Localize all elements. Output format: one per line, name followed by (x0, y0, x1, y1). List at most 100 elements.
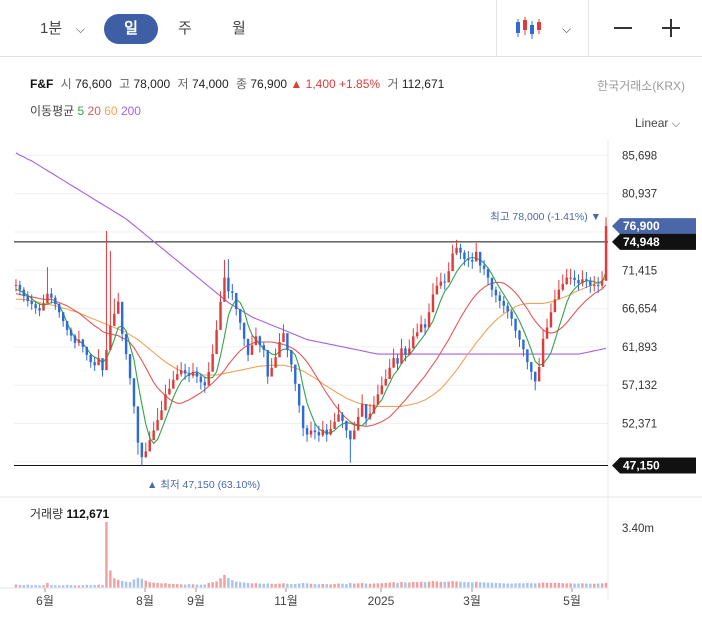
volume-bar (282, 583, 285, 588)
volume-bar (219, 578, 222, 588)
volume-bar (81, 585, 85, 588)
volume-bar (518, 583, 521, 588)
candle-body (526, 349, 529, 363)
candle-body (478, 251, 482, 266)
candle-body (262, 345, 266, 351)
open-value: 76,600 (75, 77, 112, 91)
y-tick-label: 61,893 (622, 342, 657, 354)
candle-body (290, 350, 293, 365)
candle-body (569, 277, 572, 279)
candle-body (471, 259, 474, 262)
volume-bar (593, 583, 596, 588)
scale-mode-selector[interactable]: Linear ⌵ (635, 116, 680, 131)
candle-body (514, 318, 517, 331)
ma60-line (16, 277, 607, 407)
reference-price-tag: 74,948 (623, 235, 660, 249)
candle-body (117, 301, 120, 314)
candle-body (408, 348, 411, 355)
candle-body (392, 358, 395, 368)
chart-type-chevron-icon[interactable]: ⌵ (562, 22, 572, 36)
open-label: 시 (60, 77, 72, 91)
candle-body (136, 406, 140, 443)
candlestick-type-icon[interactable] (514, 16, 542, 40)
volume-bar (384, 582, 387, 588)
volume-bar (313, 584, 317, 588)
y-tick-label: 52,371 (622, 419, 657, 431)
candle-body (211, 354, 214, 372)
volume-bar (113, 578, 116, 588)
zoom-out-button[interactable] (614, 27, 632, 29)
candle-body (325, 429, 328, 435)
candle-body (537, 366, 541, 382)
zoom-in-icon[interactable] (670, 19, 672, 37)
candle-body (482, 265, 486, 269)
candle-body (423, 324, 427, 328)
volume-bar (203, 584, 207, 588)
interval-day-button[interactable]: 일 (104, 14, 158, 44)
candle-body (160, 410, 163, 421)
volume-bar (317, 584, 321, 588)
candle-body (415, 332, 419, 337)
volume-bar (404, 582, 407, 588)
candle-body (376, 394, 380, 405)
candle-body (61, 312, 65, 322)
volume-bar (600, 583, 604, 588)
candle-body (388, 367, 391, 380)
interval-month-button[interactable]: 월 (232, 20, 246, 37)
volume-bar (400, 581, 403, 588)
volume-bar (18, 584, 22, 588)
volume-bar (58, 585, 61, 588)
volume-bar (164, 583, 167, 588)
volume-bar (254, 583, 258, 588)
volume-bar (250, 583, 254, 588)
candle-body (38, 308, 41, 311)
volume-bar (211, 582, 214, 588)
volume-bar (333, 583, 336, 588)
x-tick-label: 9월 (187, 594, 205, 608)
candle-body (309, 430, 313, 435)
volume-bar (89, 585, 92, 588)
volume-bar (368, 583, 372, 588)
candle-body (14, 284, 18, 286)
volume-bar (290, 584, 293, 588)
ma200-line (15, 152, 607, 355)
volume-bar (569, 583, 572, 588)
volume-bar (305, 583, 309, 588)
candle-body (510, 311, 513, 319)
candle-body (22, 289, 26, 297)
candle-body (467, 259, 470, 261)
ma20-legend: 20 (87, 104, 101, 118)
volume-bar (372, 583, 376, 588)
candle-body (97, 358, 100, 366)
volume-bar (447, 581, 450, 588)
candle-body (176, 374, 179, 380)
candle-body (235, 292, 238, 309)
candle-body (132, 378, 136, 407)
candle-body (459, 247, 462, 253)
volume-bar (97, 584, 100, 588)
chevron-down-icon[interactable]: ⌵ (76, 22, 86, 36)
candle-body (124, 333, 128, 355)
volume-bar (455, 581, 458, 588)
candle-body (396, 358, 399, 364)
candle-body (600, 280, 604, 286)
candle-body (85, 346, 88, 355)
volume-bar (274, 583, 277, 588)
candle-body (349, 430, 352, 440)
exchange-name: 한국거래소(KRX) (597, 79, 685, 93)
candle-body (577, 280, 580, 284)
volume-bar (545, 582, 549, 588)
volume-bar (392, 582, 395, 588)
volume-bar (278, 583, 281, 588)
interval-week-button[interactable]: 주 (178, 20, 192, 37)
candle-body (270, 367, 273, 377)
candle-body (199, 376, 203, 383)
toolbar-divider (496, 0, 497, 56)
candle-body (301, 405, 305, 429)
candle-body (353, 430, 356, 440)
moving-average-legend[interactable]: 이동평균 5 20 60 200 (30, 102, 141, 119)
high-value: 78,000 (133, 77, 171, 91)
interval-1m-button[interactable]: 1분 (40, 20, 63, 37)
volume-bar (26, 584, 29, 588)
